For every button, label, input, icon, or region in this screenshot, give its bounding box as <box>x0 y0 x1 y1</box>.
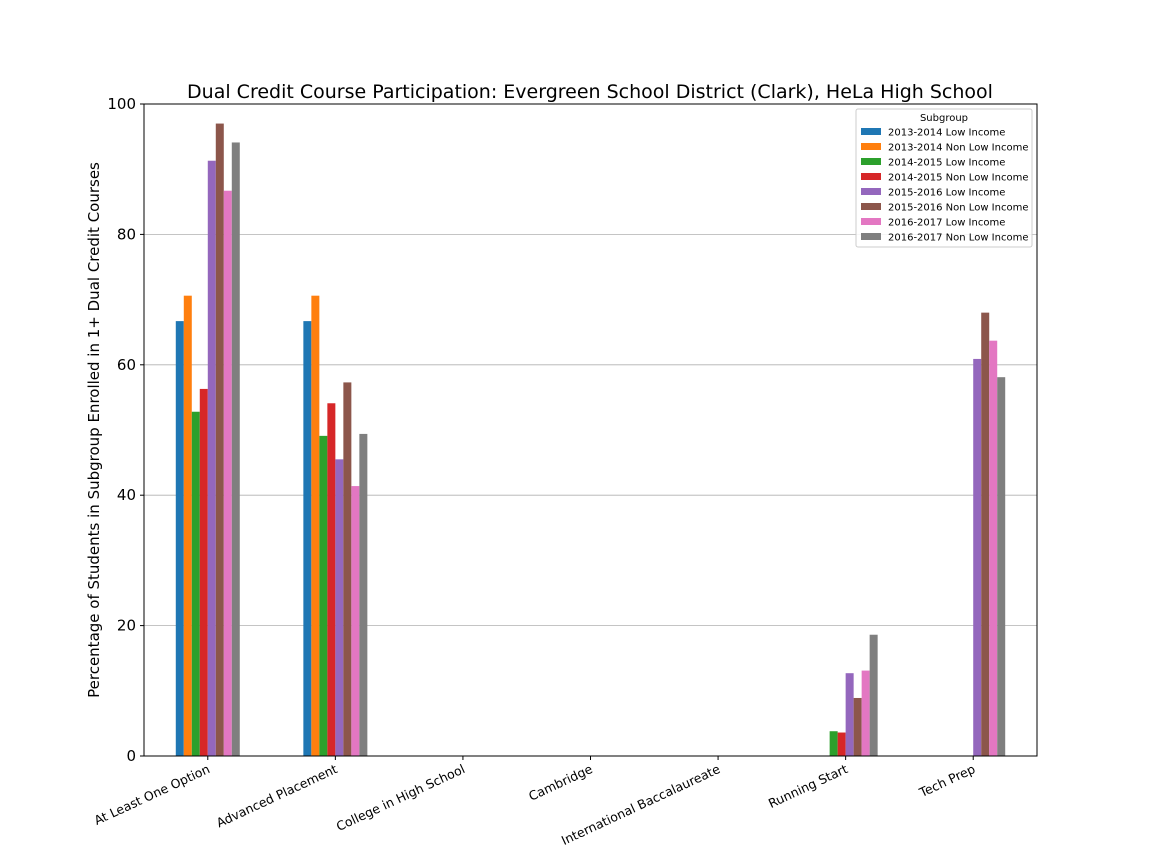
y-tick-label: 20 <box>117 617 136 635</box>
legend-swatch <box>861 158 881 165</box>
x-axis: At Least One Option Advanced PlacementCol… <box>92 756 978 848</box>
bar <box>981 312 990 756</box>
bar <box>335 459 344 756</box>
x-tick-label: Cambridge <box>526 761 595 804</box>
chart-title: Dual Credit Course Participation: Evergr… <box>187 81 993 103</box>
bar <box>989 340 998 756</box>
bar <box>861 670 870 756</box>
bar <box>997 377 1006 756</box>
legend-label: 2016-2017 Low Income <box>888 218 1005 229</box>
x-tick-label: Running Start <box>766 761 850 811</box>
bar <box>231 142 240 756</box>
bar <box>319 435 328 756</box>
legend-swatch <box>861 233 881 240</box>
y-axis-label: Percentage of Students in Subgroup Enrol… <box>85 162 103 698</box>
legend-swatch <box>861 203 881 210</box>
y-tick-label: 40 <box>117 486 136 504</box>
legend: Subgroup 2013-2014 Low Income 2013-2014 N… <box>855 108 1033 248</box>
legend-title: Subgroup <box>920 113 968 124</box>
legend-label: 2015-2016 Low Income <box>888 188 1005 199</box>
bar <box>845 673 854 756</box>
legend-label: 2016-2017 Non Low Income <box>888 233 1028 244</box>
legend-swatch <box>861 173 881 180</box>
x-tick-label: College in High School <box>334 761 467 834</box>
bar <box>853 697 862 756</box>
legend-box <box>855 108 1033 248</box>
bar <box>199 388 208 756</box>
legend-items: 2013-2014 Low Income 2013-2014 Non Low In… <box>861 128 1028 244</box>
bar <box>351 486 360 756</box>
bars <box>175 123 1006 756</box>
bar <box>829 731 838 756</box>
y-tick-label: 0 <box>126 747 136 765</box>
bar <box>327 403 336 756</box>
bar <box>359 433 368 756</box>
bar <box>869 634 878 756</box>
bar <box>183 295 192 756</box>
bar <box>175 321 184 756</box>
bar <box>223 190 232 756</box>
y-tick-label: 80 <box>117 225 136 243</box>
bar <box>303 321 312 756</box>
y-axis: 0 20 40 60 80 100 <box>107 95 144 765</box>
legend-label: 2013-2014 Low Income <box>888 128 1005 139</box>
x-tick-label: At Least One Option <box>92 761 212 828</box>
legend-label: 2015-2016 Non Low Income <box>888 203 1028 214</box>
y-tick-label: 60 <box>117 356 136 374</box>
bar <box>207 160 216 756</box>
gridlines <box>144 233 1037 626</box>
legend-label: 2014-2015 Low Income <box>888 158 1005 169</box>
x-tick-label: Advanced Placement <box>214 761 340 830</box>
bar <box>837 732 846 756</box>
bar <box>215 123 224 756</box>
bar <box>311 295 320 756</box>
legend-swatch <box>861 218 881 225</box>
x-tick-label: Tech Prep <box>916 761 977 800</box>
legend-label: 2013-2014 Non Low Income <box>888 143 1028 154</box>
legend-swatch <box>861 188 881 195</box>
legend-label: 2014-2015 Non Low Income <box>888 173 1028 184</box>
y-tick-label: 100 <box>107 95 136 113</box>
bar <box>191 411 200 756</box>
bar <box>973 358 982 756</box>
legend-swatch <box>861 143 881 150</box>
bar <box>343 382 352 756</box>
legend-swatch <box>861 128 881 135</box>
